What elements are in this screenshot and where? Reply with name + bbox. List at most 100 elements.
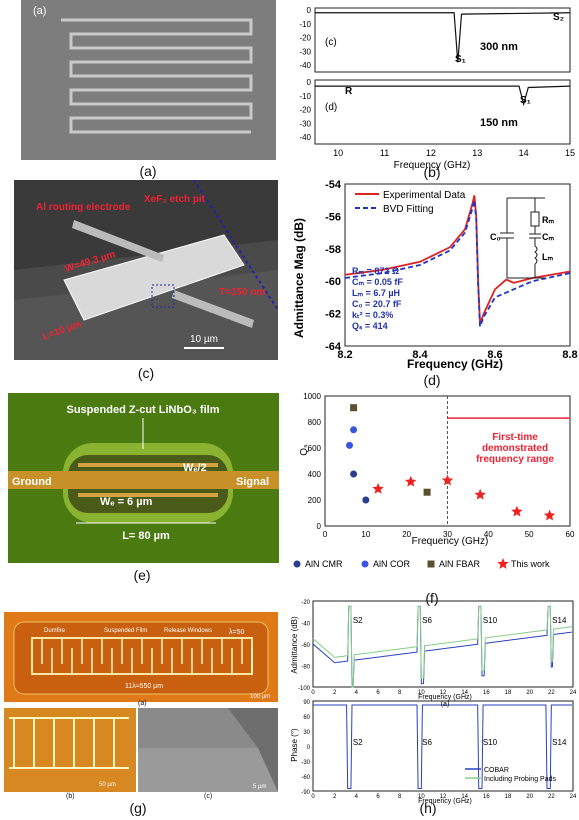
h-xtick: 2 bbox=[333, 794, 337, 800]
h-mode-top: S14 bbox=[552, 616, 567, 625]
d-lm: Lₘ bbox=[542, 252, 553, 262]
f-legend-label: AlN CMR bbox=[305, 559, 343, 569]
f-ytick: 400 bbox=[308, 470, 322, 479]
b-series-line bbox=[315, 85, 571, 107]
h-xtick: 18 bbox=[505, 794, 512, 800]
b-frame-0 bbox=[314, 7, 571, 73]
panel-b-chart: 0 -10 -20 -30 -40 0 -10 -20 -30 -40 10 11 12 13 14 15 (… bbox=[299, 6, 575, 171]
d-legend-exp: Experimental Data bbox=[383, 190, 466, 201]
h-legend-label: Including Probing Pads bbox=[484, 776, 556, 783]
d-series-line bbox=[344, 195, 571, 324]
h-xtick: 22 bbox=[548, 794, 555, 800]
h-xtick: 24 bbox=[570, 794, 577, 800]
d-param: Lₘ = 6.7 µH bbox=[352, 288, 400, 298]
f-point bbox=[405, 475, 417, 487]
c-thickness: T=150 nm bbox=[219, 287, 266, 298]
g-dim2: λ=50 bbox=[229, 629, 244, 636]
b-s1-top-label: S₁ bbox=[455, 54, 466, 65]
b-d-label: (d) bbox=[325, 102, 337, 113]
f-point bbox=[350, 404, 358, 412]
d-param: Cₘ = 0.05 fF bbox=[352, 277, 403, 287]
h-xtick: 0 bbox=[311, 794, 315, 800]
h-legend-label: COBAR bbox=[484, 767, 509, 774]
g-scale3: 5 µm bbox=[253, 784, 266, 790]
panel-d: -54 -56 -58 -60 -62 -64 8.2 8.4 8.6 8.8 Admittanc… bbox=[285, 178, 579, 388]
f-point bbox=[346, 441, 353, 449]
d-xtick: 8.2 bbox=[337, 349, 352, 361]
h-ytick: -60 bbox=[301, 775, 310, 781]
c-xef2: XeF₂ etch pit bbox=[144, 194, 206, 205]
b-xtick: 14 bbox=[519, 148, 529, 158]
h-top-line bbox=[312, 605, 572, 688]
h-mode-bottom: S14 bbox=[552, 738, 567, 747]
b-ytick: -40 bbox=[299, 133, 311, 142]
h-xtick: 4 bbox=[355, 690, 359, 696]
e-we: Wₑ = 6 µm bbox=[100, 496, 153, 508]
f-point bbox=[372, 482, 384, 494]
caption-a: (a) bbox=[139, 163, 157, 179]
e-film: Suspended Z-cut LiNbO₃ film bbox=[67, 404, 220, 416]
b-xtick: 12 bbox=[426, 148, 436, 158]
h-xtick: 22 bbox=[548, 690, 555, 696]
b-scale-top: 300 nm bbox=[480, 41, 518, 53]
f-ytick: 1000 bbox=[303, 392, 321, 401]
d-ytick: -54 bbox=[325, 179, 342, 191]
d-xtick: 8.8 bbox=[562, 349, 577, 361]
h-top-line bbox=[312, 605, 572, 688]
f-point bbox=[511, 505, 523, 517]
g-sub-c: (c) bbox=[204, 793, 213, 800]
f-ytick: 200 bbox=[308, 496, 322, 505]
f-xtick: 60 bbox=[566, 530, 575, 539]
b-s2-label: S₂ bbox=[553, 12, 564, 23]
b-ytick: -10 bbox=[299, 20, 311, 29]
h-sub-a: (a) bbox=[441, 701, 450, 708]
h-xtick: 10 bbox=[418, 794, 425, 800]
f-point bbox=[543, 509, 556, 521]
f-legend-marker bbox=[293, 560, 301, 568]
h-xtick: 12 bbox=[440, 690, 447, 696]
h-bottom-xlabel: Frequency (GHz) bbox=[418, 798, 472, 805]
f-ytick: 0 bbox=[317, 522, 322, 531]
d-ytick: -64 bbox=[325, 341, 342, 353]
f-legend-marker bbox=[361, 560, 369, 568]
d-series-line bbox=[344, 199, 571, 327]
f-xtick: 10 bbox=[361, 530, 370, 539]
b-ytick: 0 bbox=[307, 6, 312, 15]
b-frame-1 bbox=[314, 79, 571, 145]
b-ytick: 0 bbox=[307, 78, 312, 87]
h-bottom-line bbox=[313, 704, 572, 789]
b-xtick: 11 bbox=[380, 148, 389, 158]
h-mode-top: S6 bbox=[422, 616, 432, 625]
h-xtick: 6 bbox=[376, 690, 380, 696]
d-xlabel: Frequency (GHz) bbox=[407, 357, 503, 371]
f-point bbox=[350, 426, 358, 434]
f-legend-marker bbox=[427, 560, 435, 568]
b-r-label: R bbox=[345, 86, 353, 97]
h-mode-top: S10 bbox=[483, 616, 498, 625]
f-point bbox=[362, 496, 370, 504]
b-scale-bottom: 150 nm bbox=[480, 117, 518, 129]
g-sub-a: (a) bbox=[138, 700, 147, 707]
h-ytick: -20 bbox=[301, 600, 310, 606]
e-length: L= 80 µm bbox=[122, 530, 170, 542]
h-top-ylabel: Admittance (dB) bbox=[290, 616, 299, 674]
h-mode-top: S2 bbox=[353, 616, 363, 625]
h-xtick: 0 bbox=[311, 690, 315, 696]
f-ylabel: Qₛ bbox=[299, 444, 310, 456]
h-xtick: 24 bbox=[570, 690, 577, 696]
h-ytick: 90 bbox=[303, 700, 310, 706]
d-ylabel: Admittance Mag (dB) bbox=[292, 218, 306, 338]
d-param: Qₛ = 414 bbox=[352, 321, 388, 331]
h-xtick: 20 bbox=[526, 794, 533, 800]
f-xtick: 40 bbox=[484, 530, 493, 539]
panel-g-zoom: 50 µm bbox=[4, 708, 136, 792]
f-legend-label: This work bbox=[511, 559, 550, 569]
panel-a-sublabel: (a) bbox=[33, 5, 46, 17]
d-c0: C₀ bbox=[490, 232, 501, 242]
h-xtick: 6 bbox=[376, 794, 380, 800]
f-xlabel: Frequency (GHz) bbox=[412, 536, 489, 547]
d-ytick: -56 bbox=[325, 211, 341, 223]
b-ytick: -30 bbox=[299, 119, 311, 128]
f-ytick: 600 bbox=[308, 444, 322, 453]
d-xtick: 8.6 bbox=[487, 349, 502, 361]
